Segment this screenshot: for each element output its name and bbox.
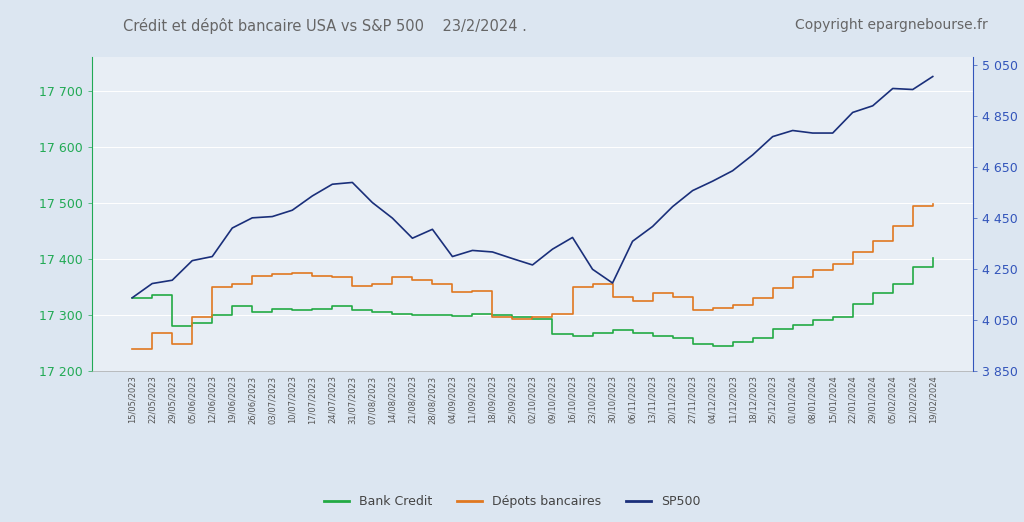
Legend: Bank Credit, Dépots bancaires, SP500: Bank Credit, Dépots bancaires, SP500 xyxy=(318,490,706,513)
Text: Crédit et dépôt bancaire USA vs S&P 500    23/2/2024 .: Crédit et dépôt bancaire USA vs S&P 500 … xyxy=(123,18,526,34)
Text: Copyright epargnebourse.fr: Copyright epargnebourse.fr xyxy=(795,18,987,32)
